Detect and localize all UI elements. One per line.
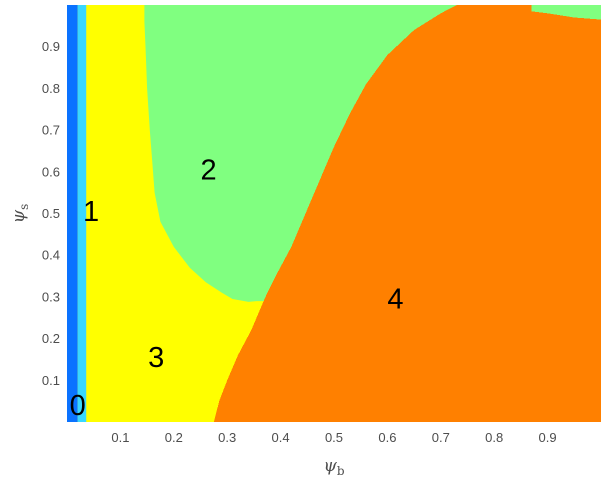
x-tick-label: 0.9: [539, 430, 557, 445]
y-tick-label: 0.3: [42, 289, 60, 304]
x-tick-label: 0.6: [378, 430, 396, 445]
x-axis-ticks: 0.1 0.2 0.3 0.4 0.5 0.6 0.7 0.8 0.9: [111, 430, 556, 445]
x-tick-label: 0.5: [325, 430, 343, 445]
region-0-strip: [67, 5, 78, 422]
x-tick-label: 0.4: [272, 430, 290, 445]
y-tick-label: 0.2: [42, 331, 60, 346]
y-axis-label: ψs: [9, 204, 31, 224]
region-label-2: 2: [200, 154, 216, 186]
x-tick-label: 0.1: [111, 430, 129, 445]
region-labels: 0 1 2 3 4: [70, 154, 404, 422]
x-axis-label: ψb: [323, 456, 344, 478]
y-tick-label: 0.1: [42, 373, 60, 388]
region-1-strip: [77, 5, 87, 422]
x-tick-label: 0.8: [485, 430, 503, 445]
y-tick-label: 0.6: [42, 164, 60, 179]
y-tick-label: 0.9: [42, 39, 60, 54]
y-tick-label: 0.8: [42, 81, 60, 96]
y-axis-ticks: 0.1 0.2 0.3 0.4 0.5 0.6 0.7 0.8 0.9: [42, 39, 60, 388]
region-label-4: 4: [387, 284, 403, 316]
y-tick-label: 0.7: [42, 123, 60, 138]
y-tick-label: 0.5: [42, 206, 60, 221]
plot-area: [67, 5, 601, 422]
y-axis-label-subscript: s: [17, 204, 31, 210]
x-tick-label: 0.2: [165, 430, 183, 445]
y-tick-label: 0.4: [42, 248, 60, 263]
x-axis-label-subscript: b: [337, 464, 345, 478]
region-label-0: 0: [70, 390, 86, 422]
region-label-1: 1: [83, 196, 99, 228]
x-tick-label: 0.3: [218, 430, 236, 445]
region-4-fill: [213, 5, 601, 422]
region-label-3: 3: [148, 342, 164, 374]
x-tick-label: 0.7: [432, 430, 450, 445]
